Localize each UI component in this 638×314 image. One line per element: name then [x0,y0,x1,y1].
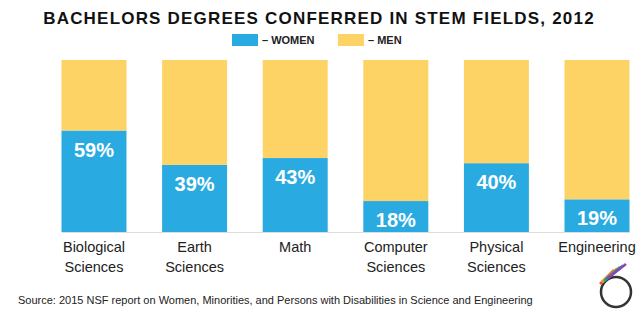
tick-label: EarthSciences [165,239,224,275]
tick: ComputerSciences [364,232,428,275]
bar [162,165,227,232]
legend-swatch [338,34,364,46]
tick: Engineering [558,232,635,255]
tick-label: ComputerSciences [364,239,428,275]
bar [62,131,127,232]
bar [263,158,328,232]
legend: – WOMEN – MEN [232,34,402,46]
data-label: 39% [175,173,215,195]
chart: BACHELORS DEGREES CONFERRED IN STEM FIEL… [0,0,638,314]
data-label: 40% [476,171,516,193]
axis-line [62,232,630,233]
bar [565,60,630,199]
logo [600,264,631,307]
tick: EarthSciences [165,232,224,275]
legend-label: – MEN [368,34,402,46]
tick-label: BiologicalSciences [63,239,125,275]
tick: BiologicalSciences [63,232,125,275]
bar [263,60,328,158]
data-label: 19% [577,207,617,229]
bar [62,60,127,131]
bar [162,60,227,165]
bar [464,60,529,163]
tick: Math [279,232,311,255]
data-labels: 59% 39% 43% 18% 40% 19% [74,139,617,232]
tick-label: Math [279,239,311,255]
data-label: 59% [74,139,114,161]
tick-label: PhysicalSciences [467,239,526,275]
title: BACHELORS DEGREES CONFERRED IN STEM FIEL… [43,9,595,28]
x-axis: BiologicalSciences EarthSciences Math Compu… [62,232,636,275]
logo-stripe [608,264,626,278]
bar [464,163,529,232]
bar [363,201,428,232]
tick: PhysicalSciences [467,232,526,275]
source-note: Source: 2015 NSF report on Women, Minori… [18,294,533,306]
bar [363,60,428,201]
legend-swatch [232,34,258,46]
bar [565,199,630,232]
tick-label: Engineering [558,239,635,255]
legend-label: – WOMEN [262,34,315,46]
data-label: 18% [376,209,416,231]
bars [62,60,630,232]
data-label: 43% [275,166,315,188]
